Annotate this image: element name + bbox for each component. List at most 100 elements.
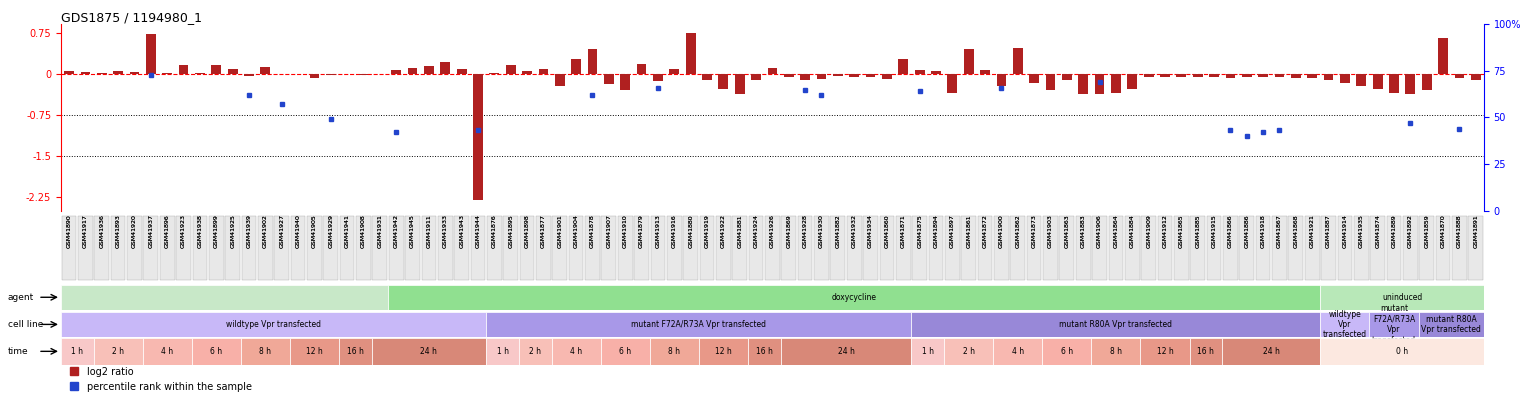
Text: GSM41944: GSM41944 <box>475 214 481 248</box>
Text: GSM41871: GSM41871 <box>901 214 906 248</box>
Bar <box>1094 74 1105 94</box>
Bar <box>1062 74 1071 80</box>
FancyBboxPatch shape <box>536 216 551 280</box>
Bar <box>670 69 679 74</box>
FancyBboxPatch shape <box>1420 216 1434 280</box>
FancyBboxPatch shape <box>962 216 976 280</box>
FancyBboxPatch shape <box>798 216 813 280</box>
Text: time: time <box>8 347 29 356</box>
Text: GSM41861: GSM41861 <box>966 214 971 248</box>
Bar <box>1422 74 1432 90</box>
FancyBboxPatch shape <box>846 216 861 280</box>
Text: GSM41917: GSM41917 <box>82 214 88 248</box>
Text: GSM41880: GSM41880 <box>688 214 693 248</box>
Text: 16 h: 16 h <box>756 347 773 356</box>
Bar <box>228 69 237 74</box>
Bar <box>240 338 289 365</box>
Text: 1 h: 1 h <box>496 347 508 356</box>
Text: GSM41939: GSM41939 <box>247 214 251 248</box>
Text: 6 h: 6 h <box>1061 347 1073 356</box>
FancyBboxPatch shape <box>977 216 992 280</box>
Text: GSM41895: GSM41895 <box>508 214 513 248</box>
FancyBboxPatch shape <box>700 216 714 280</box>
Text: 4 h: 4 h <box>571 347 583 356</box>
Text: wildtype Vpr transfected: wildtype Vpr transfected <box>227 320 321 329</box>
Text: GSM41917: GSM41917 <box>82 214 88 248</box>
Text: GSM41929: GSM41929 <box>329 214 333 248</box>
Text: GSM41859: GSM41859 <box>1425 214 1429 248</box>
Text: GSM41945: GSM41945 <box>409 214 416 248</box>
Text: GSM41886: GSM41886 <box>1245 214 1250 248</box>
Bar <box>866 74 875 77</box>
Text: GSM41942: GSM41942 <box>394 214 399 248</box>
Bar <box>1193 74 1202 77</box>
Bar <box>1324 74 1333 80</box>
Text: 2 h: 2 h <box>963 347 974 356</box>
Bar <box>146 34 155 74</box>
FancyBboxPatch shape <box>504 216 517 280</box>
Text: GSM41861: GSM41861 <box>966 214 971 248</box>
Text: GSM41913: GSM41913 <box>656 214 661 248</box>
Text: GSM41911: GSM41911 <box>426 214 431 248</box>
FancyBboxPatch shape <box>1321 216 1336 280</box>
Bar <box>113 71 123 74</box>
Text: GSM41882: GSM41882 <box>836 214 840 248</box>
FancyBboxPatch shape <box>1125 216 1140 280</box>
Text: GSM41868: GSM41868 <box>1294 214 1298 248</box>
Bar <box>1321 285 1484 310</box>
Text: GSM41872: GSM41872 <box>983 214 988 248</box>
Bar <box>457 69 467 74</box>
Text: GSM41882: GSM41882 <box>836 214 840 248</box>
Text: GSM41870: GSM41870 <box>1440 214 1446 248</box>
Text: GSM41915: GSM41915 <box>1212 214 1216 248</box>
Bar <box>1190 338 1222 365</box>
Text: GSM41939: GSM41939 <box>247 214 251 248</box>
Text: GSM41897: GSM41897 <box>950 214 954 248</box>
Text: GSM41904: GSM41904 <box>574 214 578 248</box>
Text: GSM41929: GSM41929 <box>329 214 333 248</box>
Bar <box>1339 74 1350 83</box>
FancyBboxPatch shape <box>635 216 648 280</box>
FancyBboxPatch shape <box>291 216 306 280</box>
Bar <box>391 70 402 74</box>
Text: GSM41896: GSM41896 <box>164 214 169 248</box>
Text: GSM41860: GSM41860 <box>884 214 889 248</box>
Text: GSM41894: GSM41894 <box>933 214 939 248</box>
Bar <box>912 338 944 365</box>
FancyBboxPatch shape <box>618 216 633 280</box>
Bar <box>309 74 320 78</box>
Bar <box>636 64 647 74</box>
Bar <box>1043 338 1091 365</box>
Text: GSM41870: GSM41870 <box>1440 214 1446 248</box>
Text: GSM41890: GSM41890 <box>67 214 72 248</box>
Text: GSM41911: GSM41911 <box>426 214 431 248</box>
Text: GSM41883: GSM41883 <box>1081 214 1085 248</box>
Text: GSM41937: GSM41937 <box>148 214 154 248</box>
Text: GSM41871: GSM41871 <box>901 214 906 248</box>
Bar <box>522 71 533 74</box>
FancyBboxPatch shape <box>715 216 731 280</box>
Bar <box>621 74 630 90</box>
Bar <box>604 74 613 84</box>
FancyBboxPatch shape <box>601 216 616 280</box>
Text: GSM41923: GSM41923 <box>181 214 186 248</box>
Bar <box>1242 74 1251 77</box>
Bar <box>486 312 912 337</box>
Text: GSM41912: GSM41912 <box>1163 214 1167 248</box>
FancyBboxPatch shape <box>994 216 1009 280</box>
Bar <box>1307 74 1317 78</box>
Bar <box>1091 338 1140 365</box>
Text: GSM41906: GSM41906 <box>1097 214 1102 248</box>
Bar <box>1160 74 1170 77</box>
Text: GSM41901: GSM41901 <box>557 214 562 248</box>
Text: GSM41916: GSM41916 <box>671 214 677 248</box>
Text: GSM41864: GSM41864 <box>1114 214 1119 248</box>
Bar <box>1373 74 1382 89</box>
Text: GSM41884: GSM41884 <box>1129 214 1135 248</box>
FancyBboxPatch shape <box>339 216 355 280</box>
Text: GSM41892: GSM41892 <box>1408 214 1412 248</box>
FancyBboxPatch shape <box>242 216 256 280</box>
FancyBboxPatch shape <box>896 216 910 280</box>
FancyBboxPatch shape <box>1370 216 1385 280</box>
Bar <box>260 67 271 74</box>
